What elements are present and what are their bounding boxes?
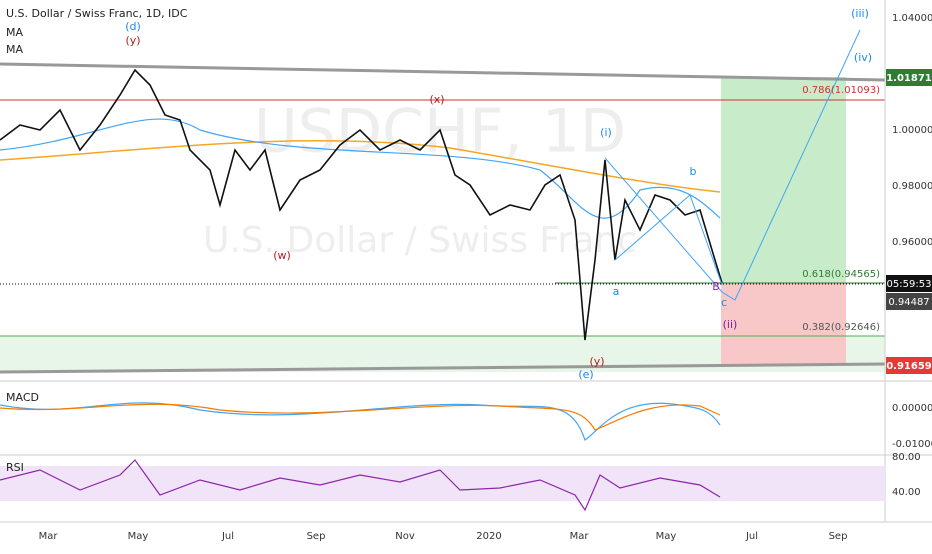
indicator-label: MA xyxy=(6,26,23,39)
price-badge-text: 0.94487 xyxy=(888,297,929,308)
wave-label: (ii) xyxy=(723,318,738,331)
wave-label: (y) xyxy=(125,34,140,47)
moving-average xyxy=(0,140,721,193)
rsi-tick: 40.00 xyxy=(892,487,921,498)
wave-label: (i) xyxy=(600,126,612,139)
rsi-tick: 80.00 xyxy=(892,452,921,463)
price-badge-text: 05:59:53 xyxy=(887,279,932,290)
time-tick: Nov xyxy=(395,531,415,542)
price-badge-text: 1.01871 xyxy=(886,73,932,84)
time-tick: Mar xyxy=(570,531,590,542)
time-axis: Mar May Jul Sep Nov 2020 Mar May Jul Sep xyxy=(39,531,848,542)
price-badge xyxy=(886,357,932,374)
trend-line xyxy=(0,362,886,374)
macd-tick: 0.00000 xyxy=(892,403,932,414)
wave-label: (e) xyxy=(578,368,593,381)
wave-label: a xyxy=(613,285,620,298)
wave-label: B xyxy=(712,280,720,293)
fib-label: 0.786(1.01093) xyxy=(802,85,880,96)
signal-line xyxy=(0,403,721,431)
price-tick: 1.00000 xyxy=(892,125,932,136)
time-tick: May xyxy=(128,531,149,542)
time-tick: Sep xyxy=(307,531,326,542)
price-badge-text: 0.91659 xyxy=(886,361,932,372)
indicator-label: MA xyxy=(6,43,23,56)
wave-label: b xyxy=(690,165,697,178)
symbol-title: U.S. Dollar / Swiss Franc, 1D, IDC xyxy=(6,7,188,20)
price-badge xyxy=(886,275,932,292)
moving-average xyxy=(0,118,721,219)
price-tick: 0.98000 xyxy=(892,181,932,192)
macd-tick: -0.01000 xyxy=(892,439,932,450)
time-tick: Mar xyxy=(39,531,59,542)
price-badge xyxy=(886,293,932,310)
fib-label: 0.382(0.92646) xyxy=(802,322,880,333)
price-tick: 1.04000 xyxy=(892,13,932,24)
wave-label: (x) xyxy=(429,93,444,106)
time-tick: May xyxy=(656,531,677,542)
wave-label: (y) xyxy=(589,355,604,368)
pane-title: MACD xyxy=(6,391,39,404)
time-tick: Jul xyxy=(221,531,234,542)
wave-projection xyxy=(604,29,861,301)
price-series xyxy=(0,68,723,341)
price-tick: 0.96000 xyxy=(892,237,932,248)
macd-line xyxy=(0,402,721,441)
rsi-line xyxy=(0,459,721,512)
watermark-name: U.S. Dollar / Swiss Franc xyxy=(203,220,637,261)
wave-label: (iv) xyxy=(854,51,872,64)
target-box xyxy=(721,77,846,284)
wave-projection xyxy=(614,194,723,286)
wave-label: (iii) xyxy=(851,7,869,20)
time-tick: Jul xyxy=(745,531,758,542)
time-tick: Sep xyxy=(829,531,848,542)
wave-label: (w) xyxy=(273,249,291,262)
wave-label: c xyxy=(721,296,727,309)
time-tick: 2020 xyxy=(476,531,501,542)
trend-line xyxy=(0,62,886,82)
rsi-band xyxy=(0,466,885,501)
fib-label: 0.618(0.94565) xyxy=(802,269,880,280)
price-badge xyxy=(886,69,932,86)
pane-title: RSI xyxy=(6,461,24,474)
stop-box xyxy=(721,284,846,364)
wave-label: (d) xyxy=(125,20,141,33)
